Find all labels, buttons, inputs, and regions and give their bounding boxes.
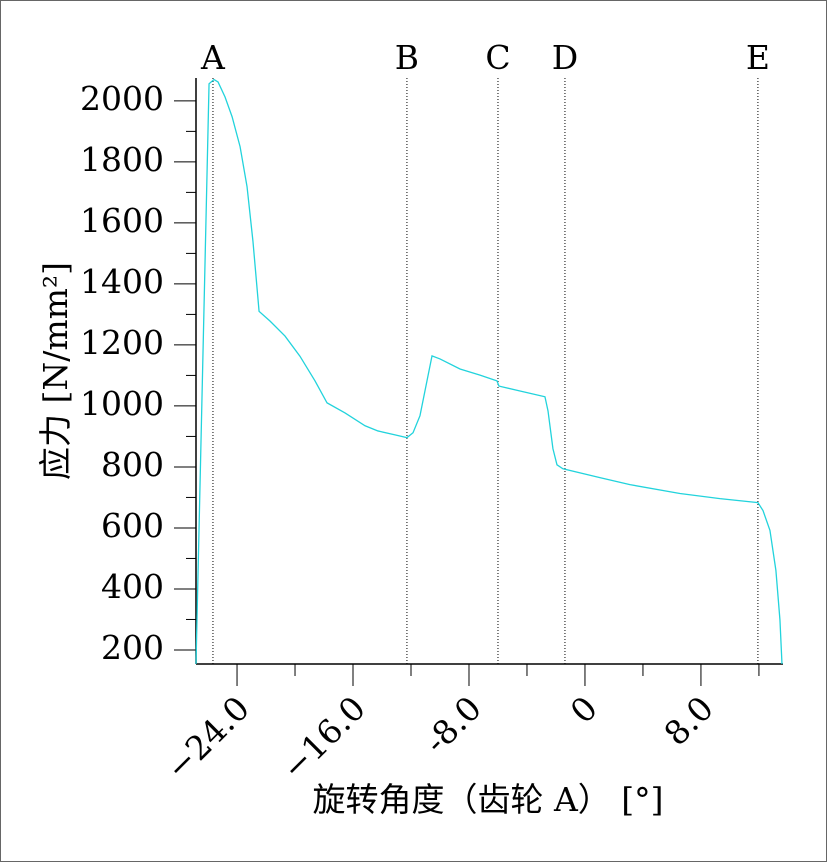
x-tick-label: −24.0 xyxy=(158,688,257,787)
marker-label: D xyxy=(552,38,578,77)
y-tick-label: 1800 xyxy=(80,140,164,179)
marker-label: C xyxy=(485,38,510,77)
x-tick-label: 0 xyxy=(563,688,605,730)
x-axis-title: 旋转角度（齿轮 A） [°] xyxy=(312,780,663,819)
y-tick-label: 2000 xyxy=(80,79,164,118)
y-tick-label: 1000 xyxy=(80,384,164,423)
y-tick-label: 200 xyxy=(101,628,164,667)
x-tick-label: −16.0 xyxy=(274,688,373,787)
marker-label: E xyxy=(746,38,770,77)
x-tick-label: -8.0 xyxy=(416,688,489,761)
marker-label: A xyxy=(200,38,226,77)
marker-label: B xyxy=(395,38,419,77)
y-axis-title: 应力 [N/mm²] xyxy=(36,262,75,480)
x-tick-label: 8.0 xyxy=(656,688,721,753)
y-tick-label: 400 xyxy=(101,567,164,606)
y-tick-label: 600 xyxy=(101,506,164,545)
y-tick-label: 1400 xyxy=(80,262,164,301)
y-tick-label: 1600 xyxy=(80,201,164,240)
data-line xyxy=(195,78,783,665)
y-tick-label: 1200 xyxy=(80,323,164,362)
y-tick-label: 800 xyxy=(101,445,164,484)
